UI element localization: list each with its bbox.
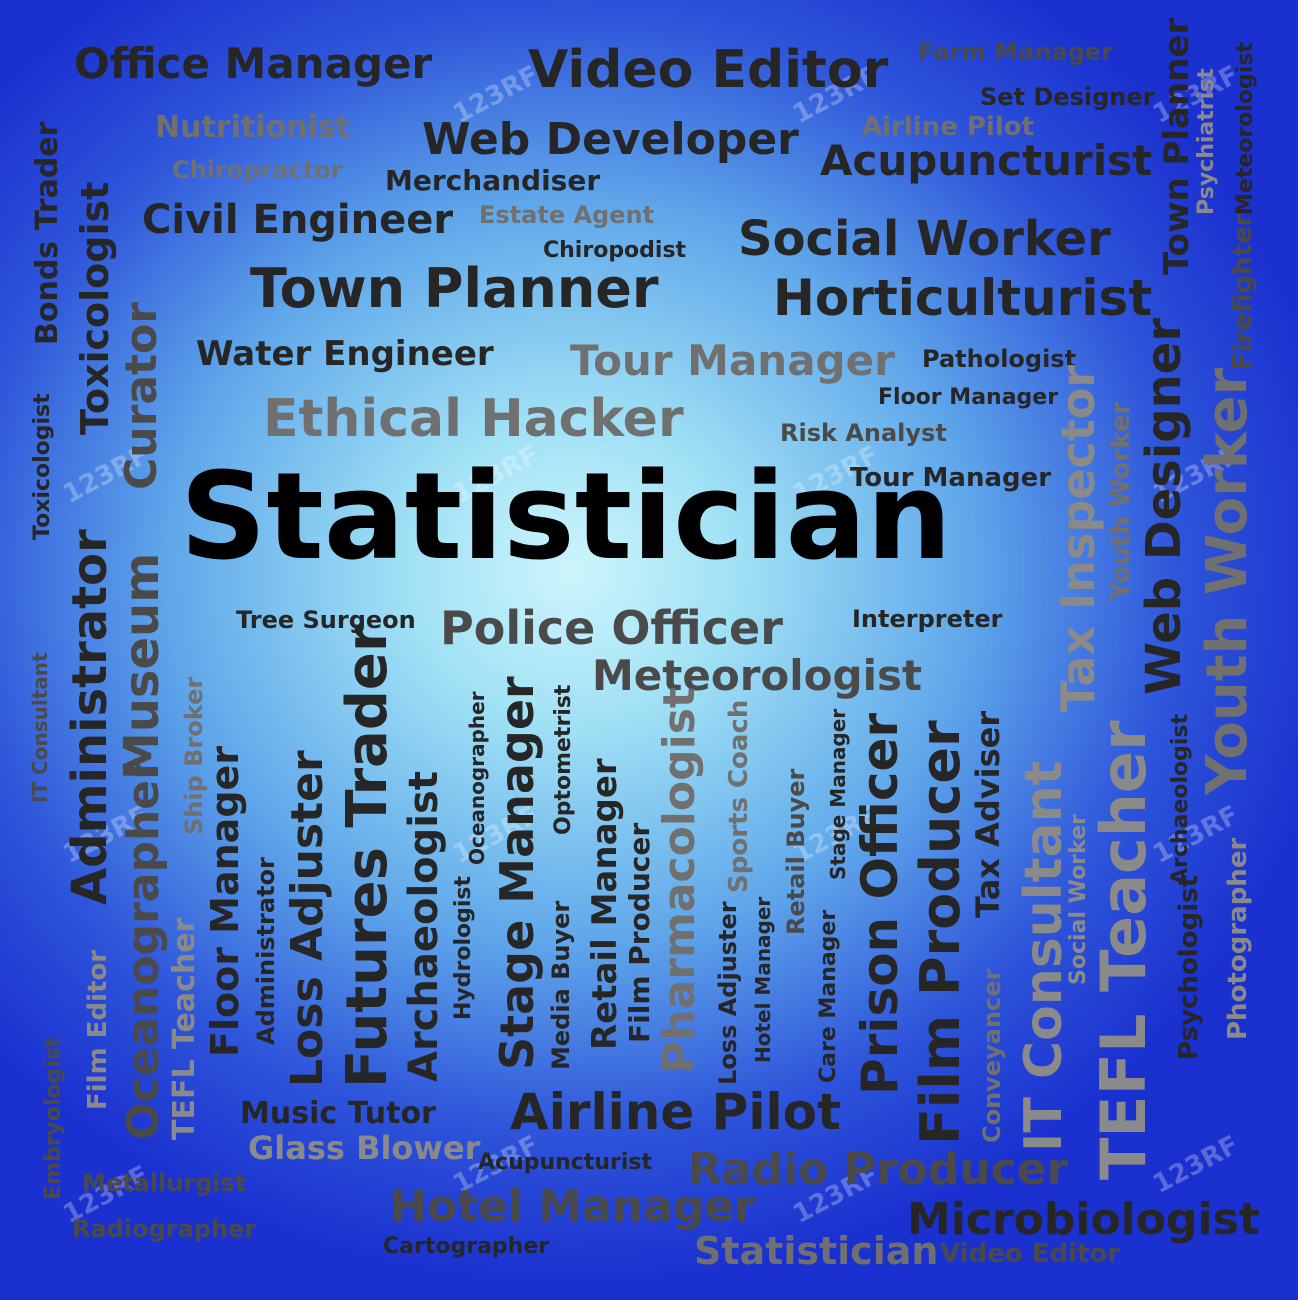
word-pharmacologist: Pharmacologist — [654, 687, 705, 1073]
word-archaeologist: Archaeologist — [1168, 713, 1193, 885]
word-tefl-teacher: TEFL Teacher — [167, 917, 202, 1140]
word-meteorologist: Meteorologist — [1233, 42, 1258, 215]
word-radio-producer: Radio Producer — [688, 1144, 1069, 1195]
word-metallurgist: Metallurgist — [82, 1169, 247, 1197]
word-bonds-trader: Bonds Trader — [30, 121, 65, 345]
word-floor-manager: Floor Manager — [203, 745, 247, 1057]
watermark: 123RF — [1148, 1130, 1244, 1200]
word-horticulturist: Horticulturist — [773, 269, 1153, 327]
word-web-designer: Web Designer — [1136, 317, 1192, 695]
word-cartographer: Cartographer — [383, 1234, 550, 1259]
word-it-consultant: IT Consultant — [28, 652, 52, 803]
word-retail-buyer: Retail Buyer — [782, 768, 810, 935]
word-psychologist: Psychologist — [1174, 874, 1204, 1060]
word-film-producer: Film Producer — [909, 720, 972, 1145]
word-psychiatrist: Psychiatrist — [1194, 68, 1219, 215]
word-photographer: Photographer — [1223, 837, 1253, 1040]
word-farm-manager: Farm Manager — [918, 38, 1114, 66]
word-youth-worker: Youth Worker — [1106, 401, 1136, 600]
word-video-editor: Video Editor — [528, 40, 889, 100]
word-hotel-manager: Hotel Manager — [390, 1181, 756, 1232]
word-archaeologist: Archaeologist — [401, 771, 447, 1082]
word-tax-adviser: Tax Adviser — [969, 710, 1007, 918]
word-oceanographer: Oceanographer — [465, 691, 489, 865]
word-airline-pilot: Airline Pilot — [510, 1083, 841, 1141]
word-toxicologist: Toxicologist — [30, 393, 55, 540]
word-town-planner: Town Planner — [1157, 17, 1197, 275]
word-retail-manager: Retail Manager — [585, 758, 625, 1050]
word-loss-adjuster: Loss Adjuster — [282, 750, 333, 1087]
word-floor-manager: Floor Manager — [878, 385, 1059, 410]
word-microbiologist: Microbiologist — [907, 1194, 1260, 1245]
word-tree-surgeon: Tree Surgeon — [236, 606, 416, 634]
word-set-designer: Set Designer — [980, 83, 1155, 111]
word-toxicologist: Toxicologist — [73, 181, 117, 435]
word-office-manager: Office Manager — [74, 39, 433, 88]
word-interpreter: Interpreter — [852, 605, 1003, 633]
word-administrator: Administrator — [62, 529, 118, 905]
word-administrator: Administrator — [252, 857, 280, 1045]
word-statistician-main: Statistician — [180, 448, 952, 587]
word-social-worker: Social Worker — [738, 211, 1111, 267]
word-video-editor: Video Editor — [940, 1239, 1121, 1269]
word-radiographer: Radiographer — [72, 1215, 257, 1243]
word-acupuncturist: Acupuncturist — [478, 1150, 653, 1175]
word-sports-coach: Sports Coach — [724, 699, 754, 893]
word-estate-agent: Estate Agent — [479, 201, 655, 229]
word-museum: Museum — [114, 552, 170, 780]
word-ethical-hacker: Ethical Hacker — [263, 389, 684, 449]
word-it-consultant: IT Consultant — [1014, 760, 1074, 1152]
word-embryologist: Embryologist — [41, 1036, 66, 1200]
word-web-developer: Web Developer — [422, 114, 799, 165]
word-pathologist: Pathologist — [922, 345, 1077, 373]
word-risk-analyst: Risk Analyst — [780, 419, 947, 447]
word-media-buyer: Media Buyer — [547, 900, 575, 1070]
word-chiropodist: Chiropodist — [543, 238, 687, 263]
word-care-manager: Care Manager — [816, 909, 841, 1083]
word-nutritionist: Nutritionist — [155, 110, 350, 145]
word-chiropractor: Chiropractor — [172, 156, 343, 184]
word-film-producer: Film Producer — [623, 822, 656, 1043]
word-airline-pilot: Airline Pilot — [862, 112, 1035, 142]
word-stage-manager: Stage Manager — [826, 708, 850, 880]
word-hotel-manager: Hotel Manager — [751, 896, 775, 1063]
word-curator: Curator — [116, 302, 167, 490]
word-town-planner: Town Planner — [250, 257, 659, 320]
word-tour-manager: Tour Manager — [850, 463, 1052, 493]
word-youth-worker: Youth Worker — [1195, 367, 1260, 795]
word-loss-adjuster: Loss Adjuster — [714, 901, 742, 1085]
word-hydrologist: Hydrologist — [451, 875, 476, 1020]
word-conveyancer: Conveyancer — [978, 968, 1006, 1143]
word-stage-manager: Stage Manager — [490, 676, 544, 1070]
word-futures-trader: Futures Trader — [335, 624, 400, 1088]
word-music-tutor: Music Tutor — [240, 1096, 436, 1131]
word-firefighter: Firefighter — [1228, 213, 1258, 370]
word-optometrist: Optometrist — [551, 684, 576, 835]
word-water-engineer: Water Engineer — [196, 334, 494, 374]
word-merchandiser: Merchandiser — [385, 164, 601, 197]
word-film-editor: Film Editor — [83, 949, 113, 1110]
word-statistician: Statistician — [694, 1229, 939, 1273]
word-prison-officer: Prison Officer — [851, 712, 909, 1095]
word-tax-inspector: Tax Inspector — [1051, 364, 1105, 712]
word-tefl-teacher: TEFL Teacher — [1087, 720, 1160, 1180]
word-tour-manager: Tour Manager — [570, 336, 895, 385]
word-glass-blower: Glass Blower — [248, 1129, 481, 1167]
word-acupuncturist: Acupuncturist — [820, 136, 1153, 185]
word-civil-engineer: Civil Engineer — [142, 197, 454, 243]
word-police-officer: Police Officer — [440, 601, 783, 655]
word-oceanographer: Oceanographer — [118, 758, 169, 1140]
word-meteorologist: Meteorologist — [592, 651, 923, 700]
